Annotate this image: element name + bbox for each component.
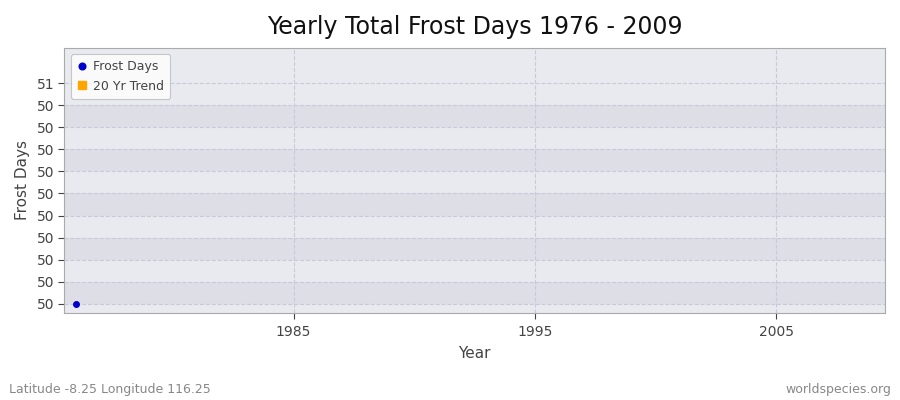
Bar: [64, 83, 885, 105]
Bar: [64, 260, 885, 282]
Bar: [64, 149, 885, 171]
Bar: [64, 282, 885, 304]
Text: worldspecies.org: worldspecies.org: [785, 383, 891, 396]
Bar: [64, 194, 885, 216]
Legend: Frost Days, 20 Yr Trend: Frost Days, 20 Yr Trend: [70, 54, 170, 99]
X-axis label: Year: Year: [458, 346, 491, 361]
Text: Latitude -8.25 Longitude 116.25: Latitude -8.25 Longitude 116.25: [9, 383, 211, 396]
Bar: [64, 171, 885, 194]
Bar: [64, 105, 885, 127]
Title: Yearly Total Frost Days 1976 - 2009: Yearly Total Frost Days 1976 - 2009: [267, 15, 682, 39]
Bar: [64, 216, 885, 238]
Bar: [64, 127, 885, 149]
Bar: [64, 238, 885, 260]
Y-axis label: Frost Days: Frost Days: [15, 140, 30, 220]
